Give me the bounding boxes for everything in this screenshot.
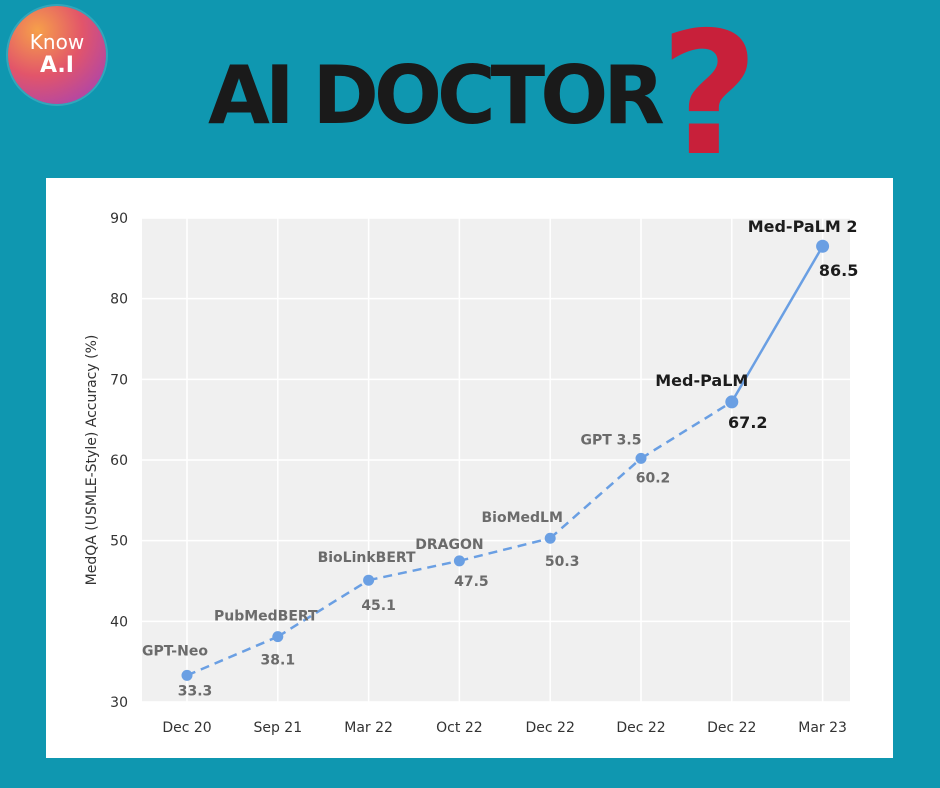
point-value-label: 47.5 (454, 574, 489, 590)
logo-line1: Know (29, 30, 85, 54)
y-tick-label: 50 (110, 534, 128, 550)
series-segment (730, 245, 824, 403)
know-ai-logo: Know A.I (8, 6, 106, 104)
data-point (635, 452, 647, 464)
y-tick-label: 70 (110, 372, 128, 388)
x-tick-label: Dec 22 (616, 720, 665, 736)
data-point (544, 532, 556, 544)
data-point (453, 555, 465, 567)
series-segment (459, 537, 551, 563)
point-label: BioLinkBERT (318, 550, 416, 566)
point-label: Med-PaLM (655, 371, 748, 390)
data-point (725, 395, 739, 409)
x-tick-label: Mar 22 (344, 720, 393, 736)
point-label: GPT 3.5 (581, 432, 642, 448)
x-tick-label: Mar 23 (798, 720, 847, 736)
point-label: BioMedLM (482, 510, 563, 526)
y-tick-label: 80 (110, 292, 128, 308)
data-point (363, 574, 375, 586)
point-value-label: 38.1 (261, 653, 296, 669)
point-label: GPT-Neo (142, 643, 208, 659)
point-value-label: 86.5 (819, 261, 858, 280)
logo-line2: A.I (40, 53, 74, 78)
point-value-label: 67.2 (728, 413, 767, 432)
y-tick-label: 40 (110, 614, 128, 630)
point-value-label: 45.1 (361, 598, 396, 614)
y-tick-label: 60 (110, 453, 128, 469)
x-tick-label: Sep 21 (253, 720, 302, 736)
y-tick-label: 30 (110, 695, 128, 711)
point-value-label: 60.2 (636, 470, 671, 486)
y-axis-label: MedQA (USMLE-Style) Accuracy (%) (84, 335, 100, 586)
data-point (272, 631, 284, 643)
data-point (816, 239, 830, 253)
page-title: AI DOCTOR (208, 49, 665, 142)
x-tick-label: Dec 20 (162, 720, 211, 736)
x-tick-label: Dec 22 (526, 720, 575, 736)
y-tick-label: 90 (110, 211, 128, 227)
series-segment (277, 579, 370, 638)
series-segment (640, 400, 733, 460)
point-value-label: 33.3 (178, 683, 213, 699)
x-tick-label: Oct 22 (436, 720, 482, 736)
point-value-label: 50.3 (545, 554, 580, 570)
series-segment (549, 457, 642, 540)
series-segment (186, 635, 279, 677)
data-point (181, 669, 193, 681)
accuracy-line-chart: 30 40 50 60 70 80 90 Dec 20 Sep 21 Mar 22 Oct 22 De… (84, 211, 858, 736)
point-label: PubMedBERT (214, 609, 318, 625)
chart-panel: 30 40 50 60 70 80 90 Dec 20 Sep 21 Mar 22 Oct 22 De… (46, 178, 893, 758)
question-mark: ? (660, 0, 759, 194)
series-segment (368, 559, 460, 582)
x-tick-label: Dec 22 (707, 720, 756, 736)
point-label: Med-PaLM 2 (748, 217, 858, 236)
point-label: DRAGON (415, 537, 483, 553)
